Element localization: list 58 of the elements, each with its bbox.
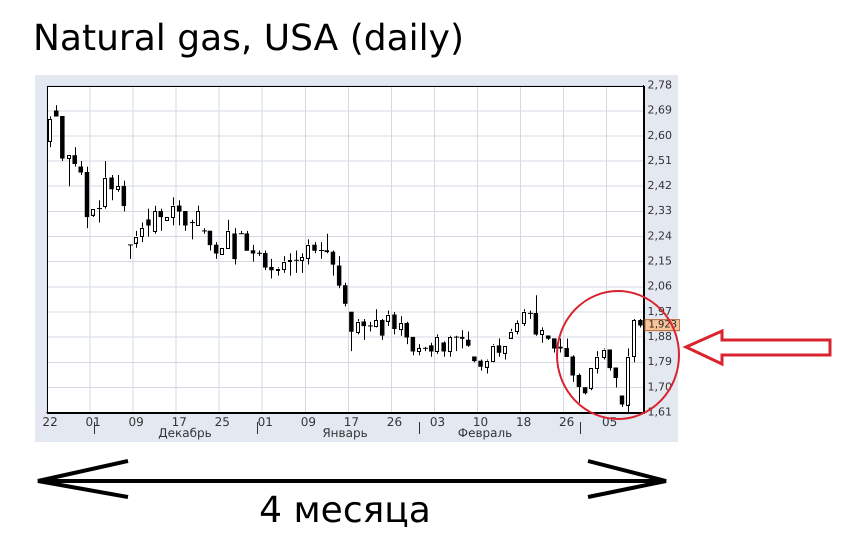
candlestick (250, 244, 256, 262)
candlestick (349, 311, 354, 352)
candlestick (109, 174, 114, 201)
candlestick (620, 395, 624, 408)
x-tick-label: 17 (344, 414, 360, 429)
y-tick-label: 2,78 (648, 78, 672, 92)
candlestick (312, 242, 317, 254)
candlestick (330, 250, 336, 276)
candlestick (576, 372, 582, 404)
x-tick-label: 22 (42, 414, 58, 429)
x-tick-label: 17 (172, 414, 187, 429)
y-tick-label: 2,15 (648, 254, 672, 268)
chart-title: Natural gas, USA (daily) (33, 18, 464, 59)
text: Январь (322, 426, 368, 440)
y-tick-label: 2,24 (648, 229, 672, 242)
candlestick (146, 208, 151, 238)
candlestick (496, 338, 502, 358)
candlestick (342, 282, 348, 307)
candlestick (336, 256, 342, 289)
candlestick (128, 244, 134, 260)
x-tick-label: 09 (300, 414, 316, 429)
x-tick-label: 10 (472, 414, 488, 429)
candlestick (466, 331, 471, 348)
candlestick (214, 242, 218, 260)
x-tick-label: 01 (85, 414, 101, 429)
y-tick-label: 1,61 (648, 405, 672, 418)
candlestick (564, 338, 569, 358)
candlestick (392, 311, 397, 335)
candlestick (478, 359, 483, 372)
candlestick (380, 318, 384, 340)
candlestick (232, 228, 237, 265)
y-tick-label: 1,79 (648, 355, 672, 368)
x-tick-label: 18 (516, 414, 532, 429)
y-tick-label: 2,60 (648, 128, 672, 142)
x-tick-label: 25 (214, 414, 230, 429)
y-tick-label: 2,06 (648, 280, 672, 293)
candlestick (441, 340, 446, 358)
candlestick (269, 258, 274, 279)
text: 4 месяца (259, 490, 431, 531)
y-tick-label: 2,69 (648, 104, 672, 117)
text: Декабрь (158, 426, 212, 440)
candlestick (183, 210, 188, 232)
candlestick (96, 200, 102, 224)
x-tick-label: 01 (258, 414, 273, 429)
x-tick-label: 26 (386, 414, 402, 429)
candlestick (570, 354, 576, 382)
text: Февраль (458, 426, 512, 440)
candlestick (614, 367, 618, 388)
candlestick (410, 336, 416, 356)
candlestick (552, 338, 557, 354)
candlestick (122, 180, 126, 212)
y-tick-label: 1,88 (648, 330, 672, 343)
y-tick-label: 2,51 (648, 154, 672, 167)
y-tick-label: 2,33 (648, 204, 672, 218)
x-tick-label: 26 (559, 414, 574, 429)
x-tick-label: 03 (430, 414, 446, 429)
x-tick-label: 09 (128, 414, 144, 429)
y-tick-label: 2,42 (648, 179, 672, 192)
